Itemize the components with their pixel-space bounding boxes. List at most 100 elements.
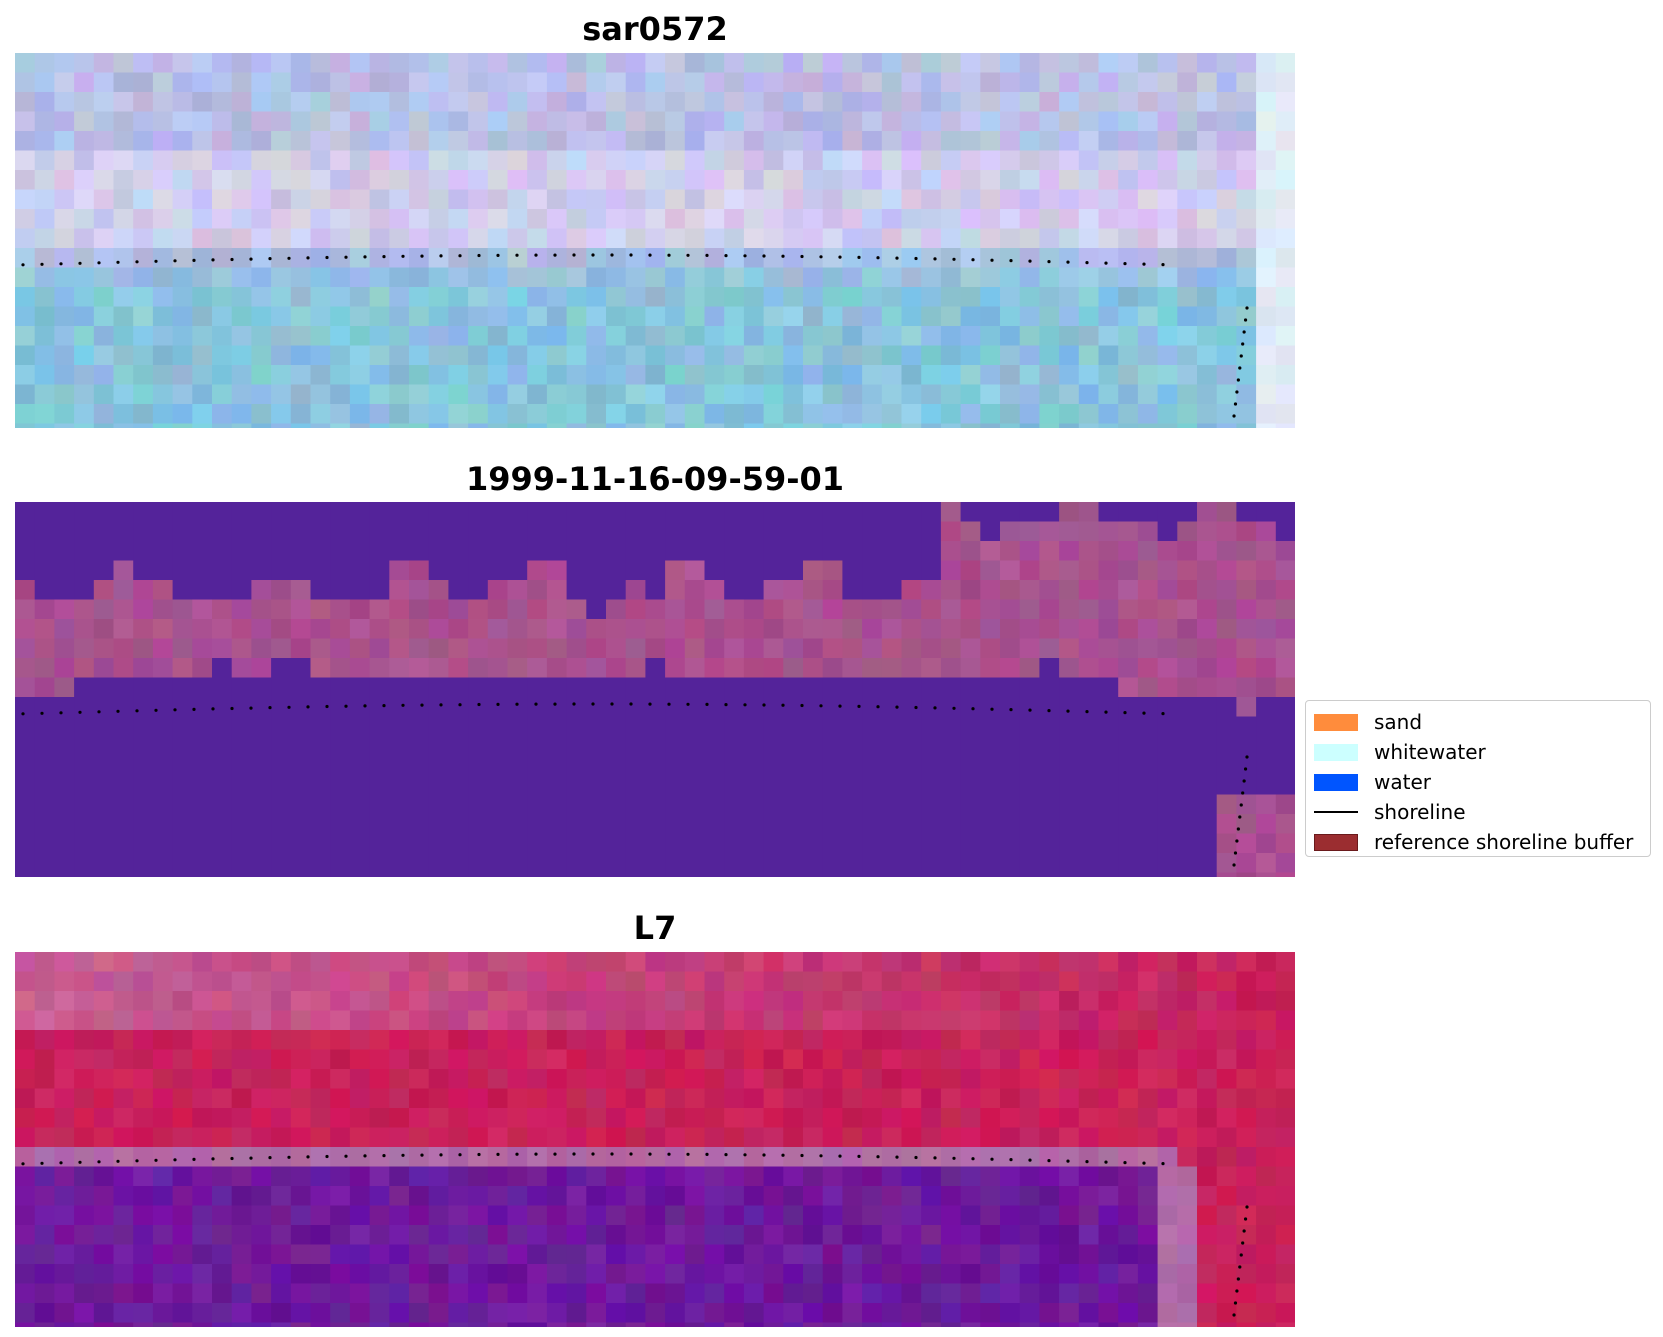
shoreline-dot (515, 1152, 519, 1156)
index-image-panel (15, 952, 1295, 1327)
shoreline-dot (1242, 1229, 1246, 1233)
shoreline-dot (97, 1160, 101, 1164)
shoreline-dot (458, 254, 462, 258)
shoreline-dot (1123, 1161, 1127, 1165)
shoreline-dot (1238, 1265, 1242, 1269)
shoreline-dot (325, 1154, 329, 1159)
shoreline-dot (1104, 261, 1108, 265)
shoreline-dot (59, 262, 63, 266)
shoreline-dot (914, 1155, 918, 1160)
shoreline-dot (1161, 1162, 1165, 1166)
shoreline-dot (1028, 708, 1032, 712)
shoreline-dot (496, 253, 500, 257)
shoreline-dot (1245, 306, 1249, 310)
shoreline-dot (439, 1153, 443, 1157)
shoreline-dot (534, 702, 538, 706)
shoreline-dot (1235, 1289, 1239, 1293)
shoreline-dot (1235, 839, 1239, 843)
shoreline-dot (1028, 259, 1032, 263)
shoreline-dot (78, 261, 82, 265)
shoreline-dot (1066, 260, 1070, 264)
shoreline-dot (876, 705, 880, 709)
shoreline-dot (819, 255, 823, 259)
shoreline-dot (857, 704, 861, 708)
shoreline-dot (401, 703, 405, 707)
shoreline-dot (743, 703, 747, 707)
shoreline-dot (306, 256, 310, 260)
shoreline-dot (458, 1153, 462, 1157)
shoreline-dot (743, 1153, 747, 1157)
shoreline-dot (838, 1154, 842, 1158)
shoreline-dot (591, 1152, 595, 1156)
shoreline-dot (952, 1156, 956, 1160)
water-swatch (1314, 773, 1358, 791)
shoreline-dot (781, 1153, 785, 1157)
shoreline-dot (1236, 378, 1240, 382)
shoreline-dot (192, 258, 196, 262)
shoreline-dot (553, 253, 557, 257)
shoreline-dot (895, 1155, 899, 1159)
shoreline-dot (610, 1152, 614, 1156)
shoreline-dot (1161, 263, 1165, 267)
shoreline-dot (515, 702, 519, 706)
shoreline-dot (705, 702, 709, 706)
shoreline-dot (1232, 1313, 1236, 1317)
shoreline-dot (591, 253, 595, 257)
shoreline-dot (40, 262, 44, 266)
shoreline-dot (363, 704, 367, 708)
shoreline-dot (211, 1157, 215, 1161)
shoreline-dot (1028, 1158, 1032, 1162)
shoreline-dot (154, 1158, 158, 1162)
shoreline-dot (59, 711, 63, 715)
reference-buffer-swatch (1314, 833, 1358, 851)
shoreline-dot (230, 706, 234, 711)
shoreline-dot (1238, 366, 1242, 370)
shoreline-dot (705, 1152, 709, 1156)
shoreline-dot (971, 258, 975, 262)
shoreline-dot (1047, 1159, 1051, 1163)
legend-item-water: water (1314, 767, 1642, 797)
shoreline-dot (629, 1152, 633, 1156)
shoreline-dot (553, 702, 557, 706)
shoreline-dot (230, 1156, 234, 1161)
shoreline-dot (135, 260, 139, 264)
legend-item-shoreline: shoreline (1314, 797, 1642, 827)
shoreline-dot (876, 256, 880, 260)
shoreline-dot (287, 1155, 291, 1159)
shoreline-dot (1241, 791, 1245, 795)
shoreline-dot (762, 1153, 766, 1157)
legend-label: reference shoreline buffer (1374, 830, 1634, 854)
whitewater-swatch (1314, 743, 1358, 761)
shoreline-dot (762, 254, 766, 258)
shoreline-dot (648, 253, 652, 257)
shoreline-dot (990, 707, 994, 711)
shoreline-dot (154, 259, 158, 263)
shoreline-dot (1236, 1277, 1240, 1281)
shoreline-dot (344, 704, 348, 708)
shoreline-dot (743, 254, 747, 258)
shoreline-dot (268, 706, 272, 710)
shoreline-dot (1085, 1160, 1089, 1164)
shoreline-dot (249, 1156, 253, 1160)
legend-label: shoreline (1374, 800, 1466, 824)
shoreline-dot (1233, 1301, 1238, 1305)
shoreline-dot (629, 702, 633, 706)
shoreline-dot (572, 702, 576, 706)
shoreline-line-swatch (1314, 811, 1358, 813)
shoreline-dot (1009, 1158, 1013, 1162)
legend-label: sand (1374, 710, 1423, 734)
shoreline-dot (477, 1152, 481, 1157)
shoreline-dot (857, 1154, 861, 1158)
shoreline-dot (610, 702, 614, 706)
shoreline-dot (420, 703, 424, 707)
shoreline-dot (971, 1157, 975, 1161)
shoreline-dot (192, 1157, 196, 1161)
shoreline-dot (1232, 414, 1236, 418)
shoreline-dot (724, 703, 728, 707)
shoreline-dot (914, 705, 918, 710)
shoreline-dot (21, 712, 25, 716)
shoreline-dot (1123, 262, 1127, 266)
shoreline-dot (325, 704, 329, 709)
shoreline-dot (458, 703, 462, 707)
shoreline-dot (173, 259, 177, 263)
